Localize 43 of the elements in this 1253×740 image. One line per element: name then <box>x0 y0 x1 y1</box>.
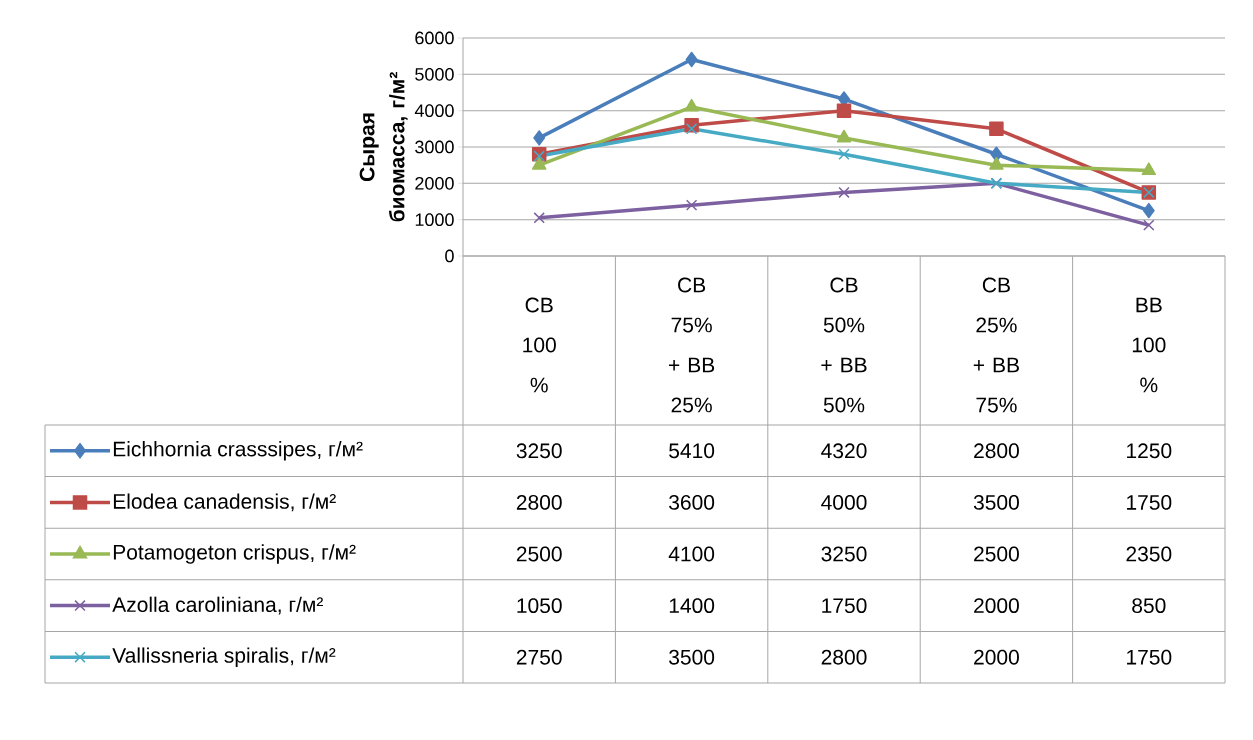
data-label: 2000 <box>974 598 1019 614</box>
data-label: 4320 <box>821 443 867 459</box>
data-label: 5410 <box>669 443 715 459</box>
y-tick-label: 6000 <box>415 31 454 45</box>
data-label: 3250 <box>516 443 562 459</box>
legend-label: Eichhornia crasssipes, г/м² <box>113 441 363 461</box>
legend-label: Elodea canadensis, г/м² <box>113 493 336 512</box>
data-label: 2750 <box>516 649 562 665</box>
data-label: 4100 <box>668 546 715 562</box>
data-label: 3500 <box>669 649 715 665</box>
y-tick-label: 2000 <box>415 176 454 190</box>
data-label: 2800 <box>974 443 1019 459</box>
legend-label: Azolla caroliniana, г/м² <box>112 596 323 615</box>
category-label: ВВ 100 % <box>1132 297 1166 393</box>
data-label: 1750 <box>822 598 867 614</box>
y-tick-label: 1000 <box>415 213 454 227</box>
data-label: 1050 <box>517 598 562 614</box>
category-label: СВ 50% + ВВ 50% <box>821 277 867 413</box>
data-label: 1400 <box>669 598 715 614</box>
data-label: 3250 <box>821 546 867 562</box>
y-tick-label: 4000 <box>414 104 454 118</box>
data-label: 2500 <box>516 546 562 562</box>
data-label: 2800 <box>821 649 867 665</box>
data-label: 3600 <box>669 494 715 510</box>
data-label: 2800 <box>516 494 562 510</box>
data-label: 2000 <box>974 649 1019 665</box>
data-label: 1750 <box>1127 649 1172 665</box>
legend-label: Potamogeton crispus, г/м² <box>113 544 356 564</box>
y-tick-label: 5000 <box>415 67 454 81</box>
data-label: 1750 <box>1127 494 1172 510</box>
category-label: СВ 75% + ВВ 25% <box>668 277 715 413</box>
category-label: СВ 25% + ВВ 75% <box>973 277 1019 413</box>
data-label: 3500 <box>973 494 1019 510</box>
category-label: СВ 100 % <box>523 297 556 393</box>
data-label: 2350 <box>1126 546 1172 562</box>
y-tick-label: 3000 <box>415 140 454 154</box>
data-label: 850 <box>1132 598 1166 614</box>
y-axis-title: Сырая биомасса, г/м² <box>359 72 408 222</box>
data-label: 1250 <box>1127 443 1172 459</box>
data-label: 4000 <box>821 494 867 510</box>
data-label: 2500 <box>974 546 1019 562</box>
y-tick-label: 0 <box>445 249 454 263</box>
legend-label: Vallissneria spiralis, г/м² <box>112 647 336 667</box>
